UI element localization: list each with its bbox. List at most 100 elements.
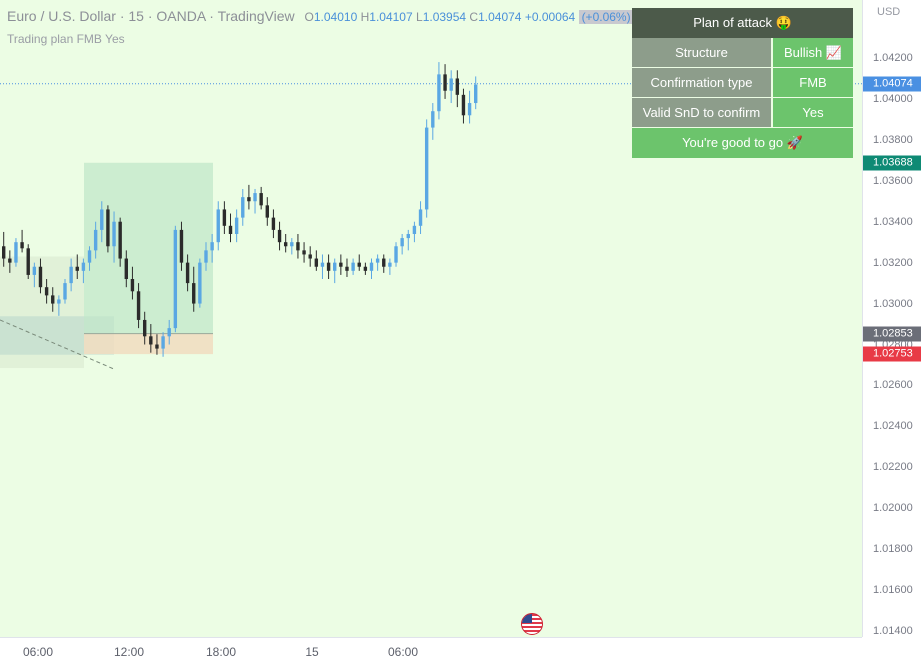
candle-body — [431, 111, 435, 128]
candle-body — [339, 262, 343, 267]
price-tick-label: 1.03400 — [873, 215, 913, 228]
candle-body — [210, 242, 214, 251]
price-tick-label: 1.03000 — [873, 297, 913, 310]
candle-body — [283, 242, 288, 247]
symbol-title[interactable]: Euro / U.S. Dollar · 15 · OANDA · Tradin… — [7, 8, 295, 24]
currency-label[interactable]: USD — [877, 6, 901, 18]
candle-body — [241, 197, 245, 218]
price-tick-label: 1.04200 — [873, 52, 913, 64]
price-tag: 1.02853 — [863, 326, 921, 342]
candle-body — [277, 229, 282, 243]
candle-body — [136, 291, 141, 320]
candle-body — [204, 250, 208, 263]
candle-body — [290, 242, 294, 247]
change-percent: (+0.06%) — [578, 10, 634, 24]
candle-body — [302, 250, 306, 255]
time-axis[interactable]: 06:00 12:00 18:00 15 06:00 — [0, 637, 862, 665]
candle-body — [8, 258, 12, 263]
price-tick-label: 1.01800 — [873, 543, 913, 556]
candle-body — [394, 246, 398, 263]
candle-body — [124, 258, 128, 280]
candle-body — [167, 328, 171, 337]
price-tag: 1.04074 — [863, 76, 921, 92]
price-tag: 1.02753 — [863, 346, 921, 362]
price-tick-label: 1.02400 — [873, 420, 913, 433]
candle-body — [100, 209, 104, 230]
candle-body — [400, 238, 404, 247]
candle-body — [271, 217, 276, 230]
candle-body — [149, 336, 153, 345]
price-tick-label: 1.02600 — [873, 379, 913, 392]
time-tick-label: 06:00 — [22, 645, 54, 659]
plan-row-snd: Valid SnD to confirm Yes — [632, 98, 853, 128]
time-tick-label: 06:00 — [387, 645, 419, 659]
time-tick-label: 18:00 — [205, 645, 237, 659]
symbol-legend: Euro / U.S. Dollar · 15 · OANDA · Tradin… — [7, 8, 634, 24]
ohlc-values: O1.04010 H1.04107 L1.03954 C1.04074 +0.0… — [305, 10, 634, 24]
candle-body — [357, 262, 361, 267]
candle-body — [161, 336, 165, 349]
candle-body — [375, 258, 380, 263]
candle-body — [363, 266, 368, 271]
chart-plot-area[interactable]: Euro / U.S. Dollar · 15 · OANDA · Tradin… — [0, 0, 862, 637]
price-tick-label: 1.02200 — [873, 461, 913, 474]
candle-body — [467, 103, 472, 116]
candle-body — [69, 266, 73, 284]
us-flag-event-icon[interactable] — [521, 613, 543, 635]
candle-body — [75, 266, 79, 271]
candle-body — [57, 299, 61, 304]
candle-body — [369, 262, 374, 271]
candle-body — [351, 262, 355, 271]
candle-body — [44, 287, 49, 296]
candle-body — [296, 242, 300, 251]
candle-body — [14, 242, 18, 263]
candle-body — [412, 225, 417, 234]
candle-body — [234, 217, 239, 234]
candle-body — [265, 205, 269, 218]
price-tick-label: 1.01600 — [873, 584, 913, 597]
candle-body — [253, 193, 257, 202]
candle-body — [314, 258, 319, 267]
candle-body — [418, 209, 423, 226]
plan-row-confirmation: Confirmation type FMB — [632, 68, 853, 98]
price-tick-label: 1.01400 — [873, 625, 913, 637]
candle-body — [87, 250, 92, 263]
candle-body — [81, 262, 86, 271]
price-axis[interactable]: USD 1.04200 1.04000 1.03800 1.03600 1.03400 1… — [862, 0, 922, 637]
candle-body — [185, 262, 190, 284]
demand-zone — [84, 333, 213, 355]
candle-body — [443, 74, 447, 91]
price-tick-label: 1.03200 — [873, 256, 913, 269]
candle-body — [455, 78, 460, 95]
candle-body — [216, 209, 220, 243]
candle-body — [155, 344, 159, 349]
price-tick-label: 1.03800 — [873, 133, 913, 146]
candle-body — [259, 193, 263, 206]
plan-of-attack-table: Plan of attack 🤑 Structure Bullish 📈 Con… — [632, 8, 853, 158]
candle-body — [51, 295, 55, 304]
candle-body — [345, 266, 349, 271]
candle-body — [26, 248, 30, 275]
candle-body — [474, 84, 478, 104]
candle-body — [118, 221, 122, 259]
plan-title: Plan of attack 🤑 — [632, 8, 853, 38]
target-zone — [84, 162, 213, 334]
candle-body — [388, 262, 392, 267]
candle-body — [63, 283, 67, 300]
candle-body — [93, 229, 98, 251]
plan-footer: You're good to go 🚀 — [632, 128, 853, 158]
indicator-label[interactable]: Trading plan FMB Yes — [7, 32, 125, 46]
candle-body — [228, 225, 233, 234]
candle-body — [308, 254, 312, 259]
candle-body — [179, 229, 184, 263]
candle-body — [198, 262, 202, 304]
price-tick-label: 1.04000 — [873, 92, 913, 105]
price-tag: 1.03688 — [863, 155, 921, 171]
candle-body — [112, 221, 116, 247]
candle-body — [326, 262, 331, 271]
candle-body — [192, 283, 196, 304]
candle-body — [406, 233, 410, 239]
candle-body — [247, 197, 251, 202]
candle-body — [333, 262, 337, 271]
candle-body — [106, 209, 110, 247]
